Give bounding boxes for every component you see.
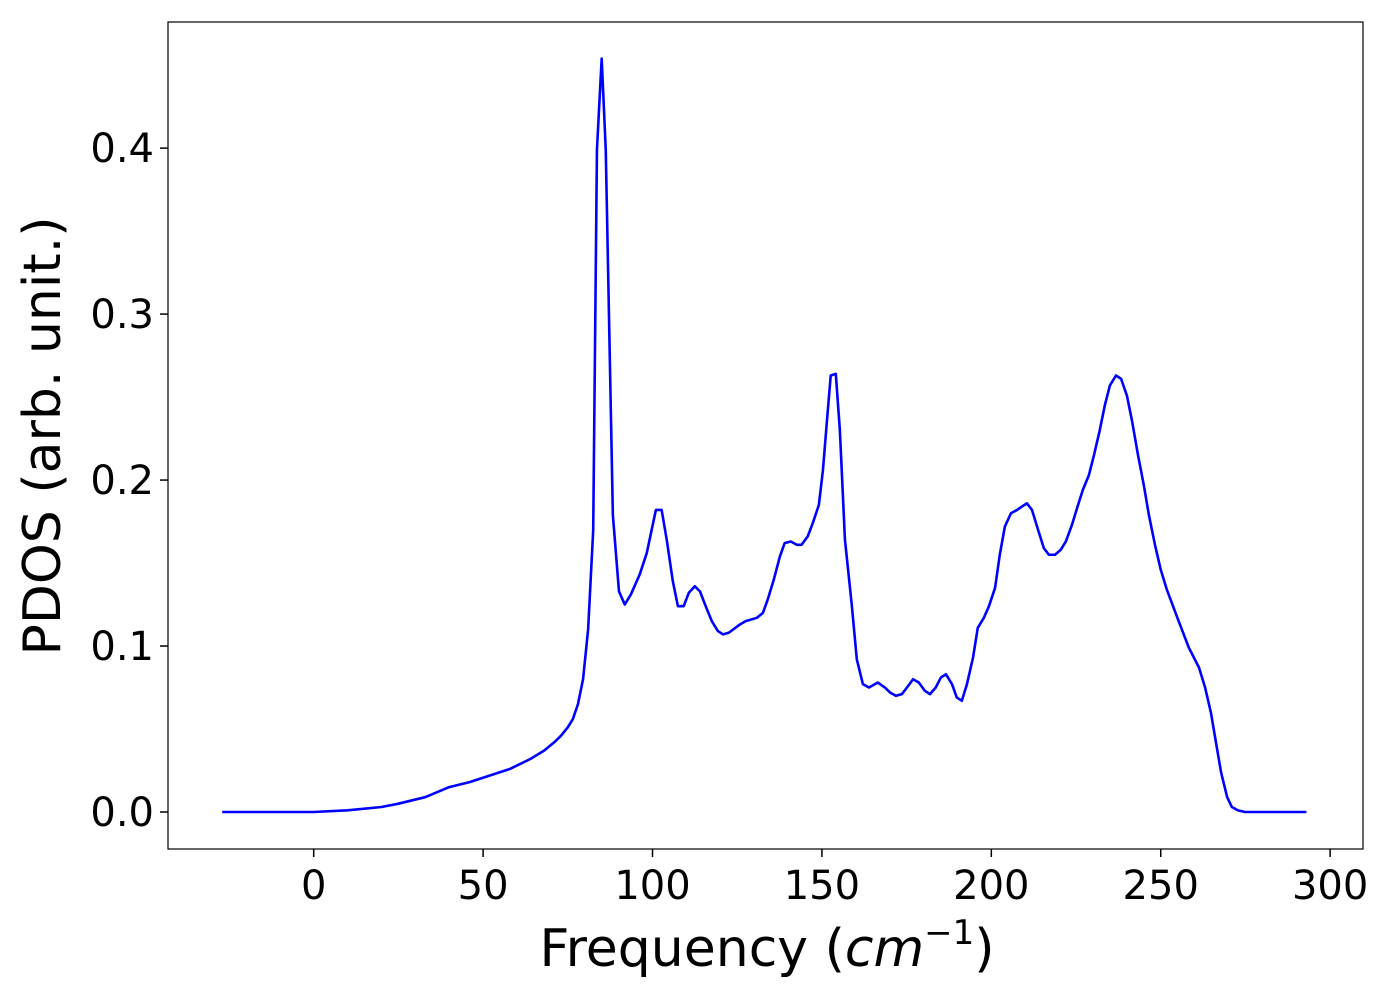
x-axis-label: Frequency (cm−1) (539, 913, 994, 979)
y-axis-label: PDOS (arb. unit.) (13, 216, 73, 655)
x-tick-label: 200 (953, 863, 1029, 909)
x-tick-label: 100 (614, 863, 690, 909)
x-label-close: ) (974, 919, 994, 979)
data-line (222, 57, 1307, 814)
y-tick-label: 0.0 (90, 790, 154, 836)
x-tick-label: 150 (784, 863, 860, 909)
plot-frame (167, 21, 1364, 850)
x-tick-label: 50 (458, 863, 509, 909)
y-tick-label: 0.1 (90, 624, 154, 670)
x-label-unit: cm (845, 919, 924, 979)
x-tick-label: 250 (1123, 863, 1199, 909)
x-tick-label: 0 (301, 863, 326, 909)
y-tick-label: 0.2 (90, 458, 154, 504)
x-label-exponent: −1 (924, 913, 974, 953)
y-tick-label: 0.3 (90, 292, 154, 338)
x-tick-label: 300 (1292, 863, 1368, 909)
y-tick-label: 0.4 (90, 126, 154, 172)
x-label-text: Frequency ( (539, 919, 844, 979)
